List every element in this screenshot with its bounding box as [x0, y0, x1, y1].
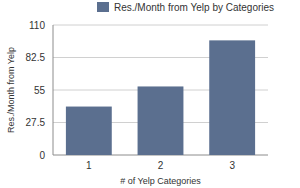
y-axis-line: [53, 25, 54, 155]
x-tick-label: 3: [229, 160, 235, 171]
y-tick-label: 27.5: [26, 117, 46, 128]
legend-swatch: [97, 2, 109, 12]
y-tick-label: 110: [29, 20, 45, 31]
bars: [66, 40, 255, 155]
bar: [209, 40, 255, 155]
x-tick-label: 2: [158, 160, 164, 171]
y-tick-label: 55: [34, 85, 46, 96]
x-tick-label: 1: [86, 160, 92, 171]
y-tick-label: 82.5: [26, 52, 46, 63]
bar: [138, 86, 184, 155]
y-tick-label: 0: [39, 150, 45, 161]
y-axis-label: Res./Month from Yelp: [6, 47, 16, 133]
x-axis-label: # of Yelp Categories: [120, 176, 201, 186]
legend-label: Res./Month from Yelp by Categories: [114, 2, 274, 13]
grid-line: [53, 25, 268, 26]
bar: [66, 107, 112, 155]
chart: 0 27.5 55 82.5 110 1 2 3 # of Yelp Categories Res…: [0, 0, 300, 188]
